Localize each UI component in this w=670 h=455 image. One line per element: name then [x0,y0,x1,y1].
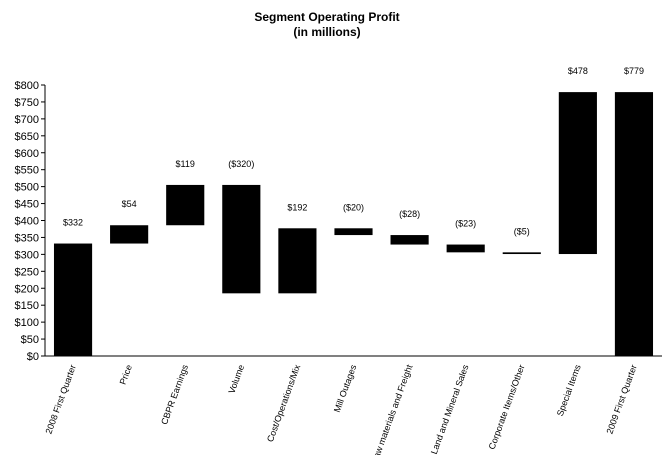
bar [222,184,261,294]
category-label: Mill Outages [332,363,359,414]
bar [446,244,485,253]
data-label: $119 [176,159,195,169]
y-tick-label: $100 [15,317,39,329]
bar [390,235,429,245]
category-label: 2008 First Quarter [44,363,78,435]
y-tick-label: $600 [15,148,39,160]
data-labels: $332 $54 $119 ($320) $192 ($20) ($28) ($23) ($5)… [63,66,644,236]
bar [166,184,205,226]
data-label: $478 [568,66,588,76]
y-tick-label: $350 [15,232,39,244]
y-tick-label: $150 [15,300,39,312]
data-label: $54 [122,199,137,209]
y-axis-ticks: $0 $50 $100 $150 $200 $250 $300 $350 $400 $450 $50… [15,80,45,363]
y-tick-label: $700 [15,114,39,126]
y-tick-label: $200 [15,283,39,295]
category-label: Raw materials and Freight [369,363,414,455]
y-tick-label: $750 [15,97,39,109]
y-tick-label: $800 [15,80,39,92]
category-label: Corporate Items/Other [487,363,527,451]
data-label: ($23) [455,219,476,229]
data-label: $332 [63,218,83,228]
category-label: Special Items [555,363,583,418]
data-label: ($20) [343,202,364,212]
bar [334,228,373,236]
data-label: ($28) [399,209,420,219]
category-label: Cost/Operations/Mix [265,363,302,444]
data-label: $779 [624,66,644,76]
bars [53,92,654,357]
bar [558,92,597,255]
data-label: $192 [287,202,307,212]
y-tick-label: $0 [27,351,39,363]
chart-subtitle: (in millions) [293,25,360,39]
category-label: Land and Mineral Sales [429,363,471,455]
y-tick-label: $650 [15,131,39,143]
y-tick-label: $450 [15,199,39,211]
bar [110,225,149,244]
bar [53,243,93,356]
y-tick-label: $250 [15,266,39,278]
category-label: CBPR Earnings [159,363,190,426]
y-tick-label: $500 [15,182,39,194]
bar [614,92,654,357]
category-label: Volume [227,363,247,395]
category-labels: 2008 First Quarter Price CBPR Earnings Volu… [44,363,639,455]
bar [502,252,541,255]
y-tick-label: $50 [21,334,39,346]
category-label: Price [118,363,134,386]
bar [278,228,317,294]
y-tick-label: $400 [15,216,39,228]
y-tick-label: $550 [15,165,39,177]
chart-title: Segment Operating Profit [254,10,399,24]
data-label: ($5) [514,226,530,236]
category-label: 2009 First Quarter [604,363,638,435]
data-label: ($320) [228,159,254,169]
y-tick-label: $300 [15,249,39,261]
